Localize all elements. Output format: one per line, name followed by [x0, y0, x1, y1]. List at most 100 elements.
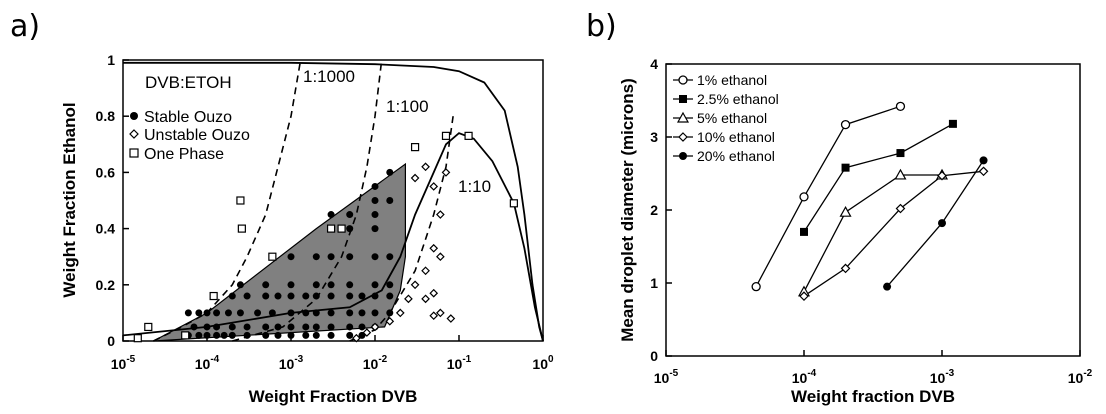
legend-marker-stable [130, 112, 138, 120]
chart-a-series-2-point-12 [429, 182, 439, 191]
chart-b: 10-5 10-4 10-3 10-2 0 1 2 3 4 Weight fraction DV… [618, 56, 1093, 406]
chart-a-series-1-point-33 [213, 309, 221, 317]
chart-a-series-1-point-34 [224, 309, 232, 317]
chart-a-series-1-point-14 [346, 331, 354, 339]
chart-a-ytick-label-2: 0.2 [96, 277, 116, 293]
chart-a-series-1-point-6 [228, 331, 236, 339]
chart-b-ytick-label-5: 4 [650, 56, 658, 72]
chart-a-series-1-point-23 [287, 323, 295, 331]
chart-a-series-2-point-2 [362, 328, 372, 337]
chart-b-xtick-label-3: 10-3 [930, 368, 955, 386]
chart-a-series-1-point-30 [184, 309, 192, 317]
chart-a-series-3-point-6 [237, 224, 246, 233]
chart-a-series-3-point-4 [209, 291, 218, 301]
chart-b-legend-marker-4 [678, 132, 688, 142]
chart-a-series-1-point-81 [386, 168, 394, 176]
chart-a-series-3-point-7 [268, 252, 277, 261]
chart-a-series-1-point-77 [371, 211, 379, 219]
chart-a-series-1-point-32 [203, 309, 211, 317]
chart-a-series-1-point-48 [262, 292, 270, 300]
chart-a-series-3-point-13 [509, 199, 518, 208]
chart-a-series-1-point-39 [302, 309, 310, 317]
chart-a-series-1-point-74 [371, 225, 379, 233]
chart-b-series-2-point-4 [948, 119, 957, 128]
chart-b-ytick-label-3: 2 [650, 202, 658, 218]
legend-marker-onephase [129, 148, 139, 158]
chart-a-series-1-point-51 [302, 292, 310, 300]
chart-a-series-3-point-11 [441, 131, 451, 140]
chart-a-ytick-label-5: 0.8 [96, 108, 116, 124]
chart-a-series-1-point-38 [287, 309, 295, 317]
chart-a-series-1-point-18 [213, 323, 221, 331]
chart-b-xtick-label-1: 10-5 [654, 368, 679, 386]
chart-b-legend-label-4: 10% ethanol [697, 129, 775, 145]
chart-a-series-1-point-16 [190, 323, 198, 331]
chart-b-series-5-point-2 [938, 219, 946, 228]
chart-a-series-3-point-9 [337, 224, 346, 233]
chart-a-xtick-label-6: 100 [532, 354, 554, 372]
chart-b-legend-label-5: 20% ethanol [697, 148, 775, 164]
chart-a-series-2-point-15 [421, 294, 430, 304]
chart-a-series-2-point-14 [410, 173, 420, 183]
chart-a-series-1-point-75 [327, 211, 335, 219]
chart-b-xlabel: Weight fraction DVB [791, 387, 955, 406]
chart-a-series-1-point-78 [371, 197, 379, 204]
chart-a-series-3-point-12 [464, 131, 473, 140]
legend-label-stable: Stable Ouzo [144, 109, 232, 126]
chart-a-series-1-point-2 [195, 331, 203, 339]
chart-a-series-3-point-8 [326, 224, 336, 233]
chart-a-series-1-point-66 [287, 253, 295, 261]
chart-a-series-1-point-45 [386, 309, 394, 317]
chart-a-series-1-point-26 [327, 323, 335, 331]
chart-a-series-1-point-31 [195, 309, 203, 317]
chart-b-series-4-point-1 [799, 291, 809, 301]
panel-a-label: a) [10, 9, 40, 44]
chart-b-ytick-label-4: 3 [650, 129, 658, 145]
chart-b-series-3-line [803, 174, 942, 293]
chart-a-series-1-point-59 [262, 281, 270, 289]
chart-a-ytick-label-1: 0 [107, 333, 115, 349]
chart-b-xtick-label-2: 10-4 [792, 368, 817, 386]
chart-a-series-1-point-25 [312, 323, 320, 331]
chart-b-ylabel: Mean droplet diameter (microns) [618, 78, 637, 342]
chart-b-series-2-point-1 [800, 227, 808, 236]
chart-a-series-1-point-27 [346, 323, 354, 331]
chart-b-series-4-point-3 [895, 203, 906, 214]
chart-a-ylabel: Weight Fraction Ethanol [60, 102, 79, 297]
chart-a-xtick-label-3: 10-3 [279, 354, 304, 372]
chart-a-series-1-point-8 [262, 331, 270, 339]
chart-a-series-1-point-24 [302, 323, 310, 331]
chart-b-series-4-point-4 [937, 170, 947, 181]
chart-a-series-1-point-28 [358, 323, 366, 331]
chart-a-xlabel: Weight Fraction DVB [249, 387, 418, 406]
chart-b-legend: 1% ethanol 2.5% ethanol 5% ethanol 10% etha… [673, 72, 779, 164]
chart-a-series-1-point-35 [236, 309, 244, 317]
ratio-label-1000: 1:1000 [303, 67, 355, 86]
chart-a-series-1-point-41 [327, 309, 335, 317]
chart-a-series-2-point-7 [410, 280, 420, 290]
chart-a-series-2-point-16 [429, 288, 439, 298]
chart-a-xtick-label-1: 10-5 [111, 354, 136, 372]
chart-a-series-2-point-20 [436, 308, 445, 318]
chart-a-series-1-point-17 [203, 323, 211, 331]
chart-a-series-1-point-63 [346, 281, 354, 289]
chart-a-series-1-point-62 [327, 281, 335, 289]
chart-b-series-2-line [803, 123, 954, 233]
chart-b-ytick-label-2: 1 [650, 275, 658, 291]
chart-a-series-2-point-19 [446, 314, 456, 323]
chart-a-series-2-point-6 [404, 294, 413, 304]
chart-a-series-1-point-13 [327, 331, 335, 339]
chart-a-series-1-point-70 [371, 253, 379, 261]
panel-b-label: b) [586, 9, 617, 44]
chart-a-series-2-point-3 [370, 322, 380, 332]
chart-a-series-1-point-7 [243, 331, 251, 339]
ratio-label-100: 1:100 [386, 97, 429, 116]
chart-a-series-1-point-53 [327, 292, 335, 300]
chart-a-series-2-point-5 [395, 308, 405, 318]
chart-b-legend-marker-1 [678, 75, 688, 85]
chart-a-series-1-point-5 [220, 331, 228, 339]
chart-b-legend-marker-3 [676, 111, 690, 123]
chart-a-ytick-label-3: 0.4 [96, 221, 116, 237]
chart-b-series-4-point-2 [840, 263, 851, 274]
